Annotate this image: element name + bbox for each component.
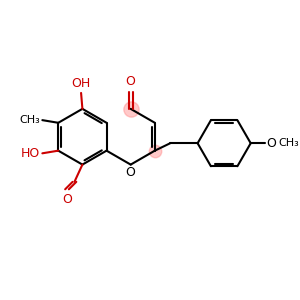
Text: OH: OH [71, 77, 90, 90]
Text: O: O [267, 137, 277, 150]
Text: CH₃: CH₃ [20, 115, 40, 125]
Text: HO: HO [20, 147, 40, 160]
Text: O: O [62, 193, 72, 206]
Text: O: O [126, 75, 136, 88]
Text: O: O [126, 166, 136, 179]
Text: CH₃: CH₃ [279, 138, 299, 148]
